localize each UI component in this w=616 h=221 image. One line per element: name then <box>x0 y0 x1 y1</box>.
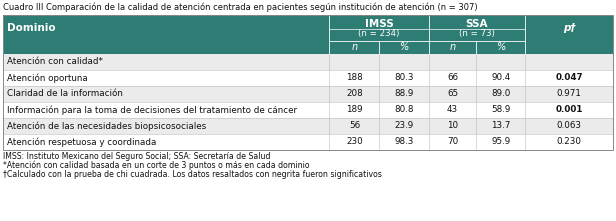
Bar <box>3 86 613 102</box>
Text: Información para la toma de decisiones del tratamiento de cáncer: Información para la toma de decisiones d… <box>7 105 297 115</box>
Text: 43: 43 <box>447 105 458 114</box>
Text: (n = 234): (n = 234) <box>359 29 400 38</box>
Text: 70: 70 <box>447 137 458 147</box>
Bar <box>3 41 613 54</box>
Text: 0.971: 0.971 <box>557 90 582 99</box>
Text: 56: 56 <box>349 122 360 130</box>
Text: 23.9: 23.9 <box>394 122 414 130</box>
Text: 80.3: 80.3 <box>394 74 414 82</box>
Text: 0.001: 0.001 <box>556 105 583 114</box>
Bar <box>3 102 613 118</box>
Text: Dominio: Dominio <box>7 23 55 33</box>
Bar <box>3 15 613 150</box>
Text: 90.4: 90.4 <box>491 74 511 82</box>
Text: 80.8: 80.8 <box>394 105 414 114</box>
Text: p†: p† <box>563 23 575 33</box>
Bar <box>3 54 613 70</box>
Text: †Calculado con la prueba de chi cuadrada. Los datos resaltados con negrita fuero: †Calculado con la prueba de chi cuadrada… <box>3 170 382 179</box>
Bar <box>3 15 613 41</box>
Text: Atención oportuna: Atención oportuna <box>7 73 87 83</box>
Text: Claridad de la información: Claridad de la información <box>7 90 123 99</box>
Text: 10: 10 <box>447 122 458 130</box>
Text: 189: 189 <box>346 105 363 114</box>
Bar <box>3 70 613 86</box>
Text: 0.230: 0.230 <box>557 137 582 147</box>
Text: 230: 230 <box>346 137 363 147</box>
Text: 0.047: 0.047 <box>555 74 583 82</box>
Text: Atención respetuosa y coordinada: Atención respetuosa y coordinada <box>7 137 156 147</box>
Text: (n = 73): (n = 73) <box>459 29 495 38</box>
Text: 58.9: 58.9 <box>491 105 511 114</box>
Bar <box>3 134 613 150</box>
Text: n: n <box>351 42 357 53</box>
Text: SSA: SSA <box>466 19 488 29</box>
Text: IMSS: IMSS <box>365 19 394 29</box>
Text: 188: 188 <box>346 74 363 82</box>
Text: n: n <box>450 42 456 53</box>
Text: 65: 65 <box>447 90 458 99</box>
Text: 88.9: 88.9 <box>394 90 414 99</box>
Bar <box>3 118 613 134</box>
Text: %: % <box>399 42 408 53</box>
Text: 208: 208 <box>346 90 363 99</box>
Text: 98.3: 98.3 <box>394 137 414 147</box>
Text: 13.7: 13.7 <box>491 122 511 130</box>
Text: Cuadro III Comparación de la calidad de atención centrada en pacientes según ins: Cuadro III Comparación de la calidad de … <box>3 2 477 11</box>
Text: Atención con calidad*: Atención con calidad* <box>7 57 103 67</box>
Text: *Atención con calidad basada en un corte de 3 puntos o más en cada dominio: *Atención con calidad basada en un corte… <box>3 161 309 170</box>
Text: 66: 66 <box>447 74 458 82</box>
Text: %: % <box>496 42 505 53</box>
Text: Atención de las necesidades biopsicosociales: Atención de las necesidades biopsicosoci… <box>7 121 206 131</box>
Text: IMSS: Instituto Mexicano del Seguro Social; SSA: Secretaría de Salud: IMSS: Instituto Mexicano del Seguro Soci… <box>3 152 270 161</box>
Text: 89.0: 89.0 <box>491 90 511 99</box>
Text: 95.9: 95.9 <box>491 137 511 147</box>
Text: 0.063: 0.063 <box>557 122 582 130</box>
